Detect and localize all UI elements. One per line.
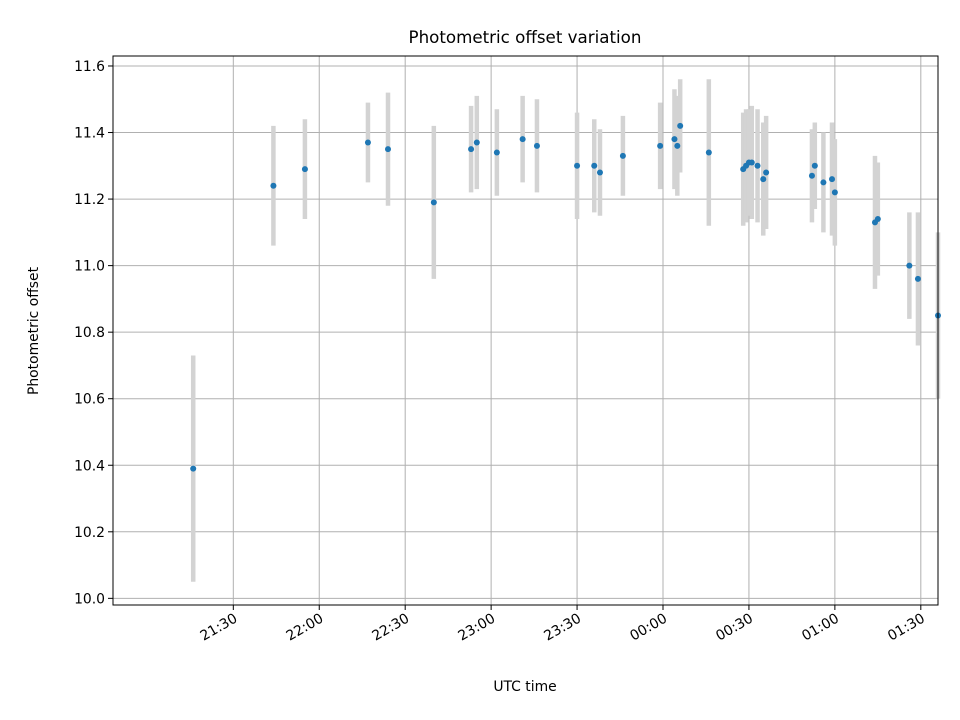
data-point [190,465,197,472]
data-point [829,176,836,183]
y-tick-label: 11.6 [74,59,105,75]
data-point [301,166,308,173]
data-point [385,146,391,153]
y-axis-label: Photometric offset [26,266,42,395]
data-point [808,172,815,179]
data-point [811,162,818,169]
y-tick-label: 11.0 [74,259,105,275]
data-points [190,122,941,472]
data-point [473,139,480,146]
data-point [906,262,913,269]
data-point [763,169,770,176]
data-point [533,142,540,149]
data-point [748,159,755,166]
data-point [674,142,681,149]
data-point [874,216,881,223]
y-tick-label: 10.2 [74,525,105,541]
y-tick-label: 11.4 [74,126,105,142]
data-point [820,179,827,186]
data-point [760,176,767,183]
data-point [430,199,437,206]
data-point [754,162,761,169]
y-tick-label: 10.4 [74,458,105,474]
data-point [914,275,921,282]
y-tick-label: 10.0 [74,591,105,607]
data-point [677,122,684,129]
y-tick-label: 11.2 [74,192,105,208]
data-point [596,169,603,176]
y-tick-label: 10.8 [74,325,105,341]
data-point [831,189,838,196]
data-point [671,136,678,143]
x-axis-label: UTC time [493,679,556,695]
data-point [619,152,626,159]
grid [113,56,938,605]
data-point [468,146,475,153]
data-point [519,136,526,143]
data-point [657,142,664,149]
data-point [493,149,500,156]
data-point [574,162,581,169]
data-point [270,182,277,189]
y-tick-label: 10.6 [74,392,105,408]
plot-frame [112,55,939,606]
chart-title: Photometric offset variation [409,27,642,47]
data-point [364,139,371,146]
data-point [705,149,712,156]
data-point [591,162,598,169]
